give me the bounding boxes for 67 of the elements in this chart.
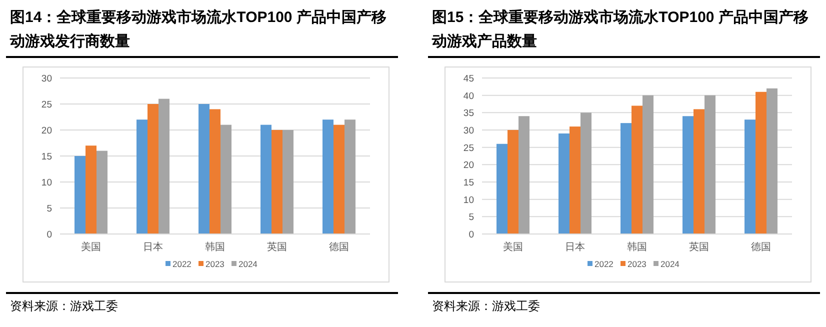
x-tick-label: 英国 [689, 241, 709, 253]
bar [694, 109, 704, 234]
x-tick-label: 美国 [503, 241, 523, 253]
x-tick-label: 德国 [329, 242, 349, 253]
bar [86, 146, 96, 234]
bar [744, 120, 756, 234]
y-tick-label: 35 [463, 108, 474, 120]
bar [322, 120, 334, 234]
x-tick-label: 日本 [565, 241, 585, 253]
bar [496, 144, 508, 234]
y-tick-label: 30 [463, 126, 474, 136]
x-tick-label: 日本 [143, 241, 163, 253]
bar [580, 112, 592, 234]
bar [210, 109, 220, 234]
y-tick-label: 25 [41, 100, 52, 110]
bar [74, 156, 86, 234]
legend-label: 2024 [660, 259, 680, 269]
text: 资料来源：游戏工委 [432, 299, 540, 313]
x-tick-label: 美国 [81, 241, 101, 253]
y-tick-label: 5 [468, 212, 474, 224]
bar [558, 133, 570, 234]
x-tick-label: 韩国 [205, 241, 225, 253]
bar [518, 116, 530, 234]
bar [620, 123, 632, 234]
bar [756, 92, 766, 234]
y-tick-label: 30 [41, 74, 52, 84]
bar [148, 104, 158, 234]
y-tick-label: 10 [463, 194, 474, 206]
bar [570, 126, 580, 234]
y-tick-label: 15 [41, 152, 52, 162]
y-tick-label: 25 [463, 142, 474, 154]
y-tick-label: 20 [41, 126, 52, 136]
bar [282, 130, 294, 234]
x-tick-label: 韩国 [627, 241, 647, 253]
legend-label: 2024 [238, 259, 258, 269]
x-tick-label: 德国 [751, 242, 771, 253]
y-tick-label: 5 [46, 204, 52, 214]
bar [220, 124, 232, 234]
y-tick-label: 45 [463, 74, 474, 84]
bar [508, 130, 518, 234]
legend-label: 2022 [172, 259, 192, 269]
x-tick-label: 英国 [267, 241, 287, 253]
bar [766, 88, 778, 234]
bar [704, 95, 716, 234]
legend-label: 2023 [206, 259, 225, 269]
title: 图14：全球重要移动游戏市场流水TOP100 产品中国产移动游戏发行商数量 [10, 9, 386, 50]
title: 图15：全球重要移动游戏市场流水TOP100 产品中国产移动游戏产品数量 [432, 9, 808, 50]
y-tick-label: 0 [46, 230, 52, 240]
bar [198, 104, 210, 234]
y-tick-label: 15 [463, 178, 474, 188]
bar [682, 116, 694, 234]
y-tick-label: 40 [463, 90, 474, 102]
bar [158, 98, 170, 234]
legend-label: 2023 [628, 259, 647, 269]
y-tick-label: 20 [463, 160, 474, 172]
y-tick-label: 10 [41, 178, 52, 188]
bar [96, 150, 108, 234]
text: 资料来源：游戏工委 [10, 299, 118, 313]
bar [136, 120, 148, 234]
bar [260, 124, 272, 234]
bar [642, 95, 654, 234]
bar [334, 124, 344, 234]
bar [632, 106, 642, 234]
bar [272, 130, 282, 234]
legend-label: 2022 [594, 259, 614, 269]
bar [344, 120, 356, 234]
y-tick-label: 0 [468, 230, 474, 240]
